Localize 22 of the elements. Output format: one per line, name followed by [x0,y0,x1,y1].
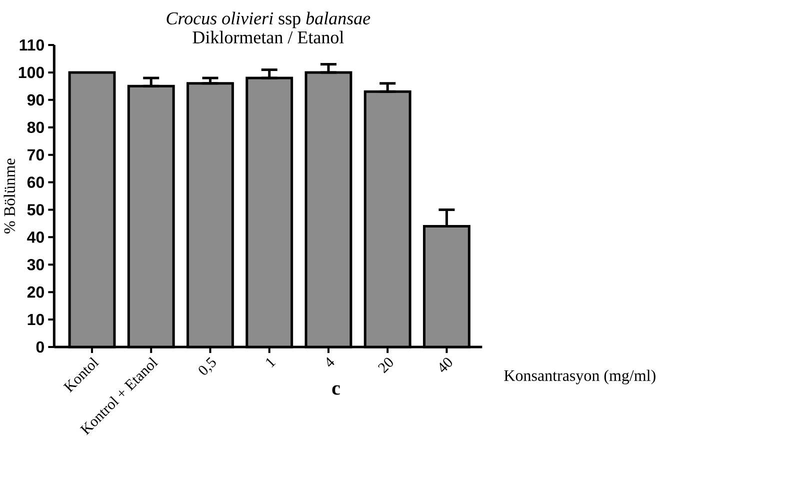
x-axis-title: Konsantrasyon (mg/ml) [504,370,656,384]
y-tick-label: 0 [36,341,44,353]
y-tick-label: 100 [18,66,44,78]
y-tick-label: 10 [28,314,44,326]
y-axis-title: % Bölünme [4,158,16,234]
y-tick-label: 30 [27,258,44,270]
y-tick-label: 60 [27,176,44,188]
x-tick-label: 40 [440,358,452,372]
chart-subtitle: Diklormetan / Etanol [192,30,344,44]
y-tick-label: 50 [27,204,44,216]
chart-title: Crocus olivieri ssp balansae [166,12,370,28]
y-tick-label: 70 [28,149,44,160]
x-tick-label: 0,5 [198,357,216,375]
x-tick-label: 1 [266,358,276,368]
y-tick-label: 80 [27,122,44,134]
y-tick-label: 90 [27,94,44,106]
x-tick-label: 20 [378,358,393,374]
y-tick-label: 110 [20,39,44,51]
text: c [332,385,340,395]
y-tick-label: 20 [27,286,44,298]
y-tick-label: 40 [27,232,44,243]
x-tick-label: 4 [326,357,334,367]
